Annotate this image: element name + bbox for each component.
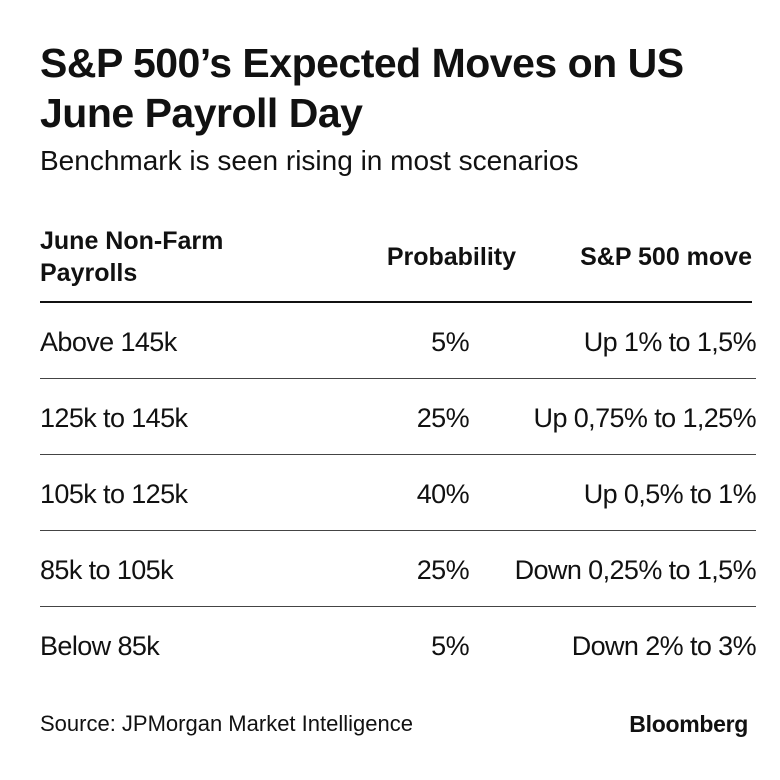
sp500-move-cell: Up 0,5% to 1% [583, 479, 757, 509]
probability-cell: 5% [431, 631, 469, 661]
table-row: Below 85k 5% Down 2% to 3% [40, 607, 757, 682]
column-header-payrolls: June Non-Farm Payrolls [40, 227, 224, 287]
column-header-sp500-move: S&P 500 move [580, 243, 752, 271]
probability-cell: 5% [431, 327, 469, 357]
brand-logo: Bloomberg [629, 711, 748, 737]
column-header-probability: Probability [386, 243, 516, 271]
payrolls-cell: Above 145k [40, 327, 177, 357]
probability-cell: 40% [416, 479, 470, 509]
payrolls-cell: Below 85k [40, 631, 160, 661]
page-subtitle: Benchmark is seen rising in most scenari… [40, 145, 579, 176]
probability-cell: 25% [416, 555, 470, 585]
table-row: 125k to 145k 25% Up 0,75% to 1,25% [40, 379, 757, 455]
sp500-move-cell: Up 0,75% to 1,25% [533, 403, 757, 433]
payrolls-cell: 105k to 125k [40, 479, 188, 509]
footer: Source: JPMorgan Market Intelligence Blo… [40, 708, 748, 742]
payrolls-cell: 125k to 145k [40, 403, 188, 433]
table-row: 85k to 105k 25% Down 0,25% to 1,5% [40, 531, 757, 607]
table-row: Above 145k 5% Up 1% to 1,5% [40, 303, 757, 379]
table-row: 105k to 125k 40% Up 0,5% to 1% [40, 455, 757, 531]
payrolls-cell: 85k to 105k [40, 555, 174, 585]
sp500-move-cell: Up 1% to 1,5% [583, 327, 757, 357]
table-header: June Non-Farm Payrolls Probability S&P 5… [40, 225, 752, 303]
table-body: Above 145k 5% Up 1% to 1,5% 125k to 145k… [40, 303, 757, 682]
source-note: Source: JPMorgan Market Intelligence [40, 711, 413, 736]
page-title: S&P 500’s Expected Moves on US June Payr… [40, 40, 684, 136]
sp500-move-cell: Down 2% to 3% [571, 631, 757, 661]
sp500-move-cell: Down 0,25% to 1,5% [514, 555, 757, 585]
probability-cell: 25% [416, 403, 470, 433]
